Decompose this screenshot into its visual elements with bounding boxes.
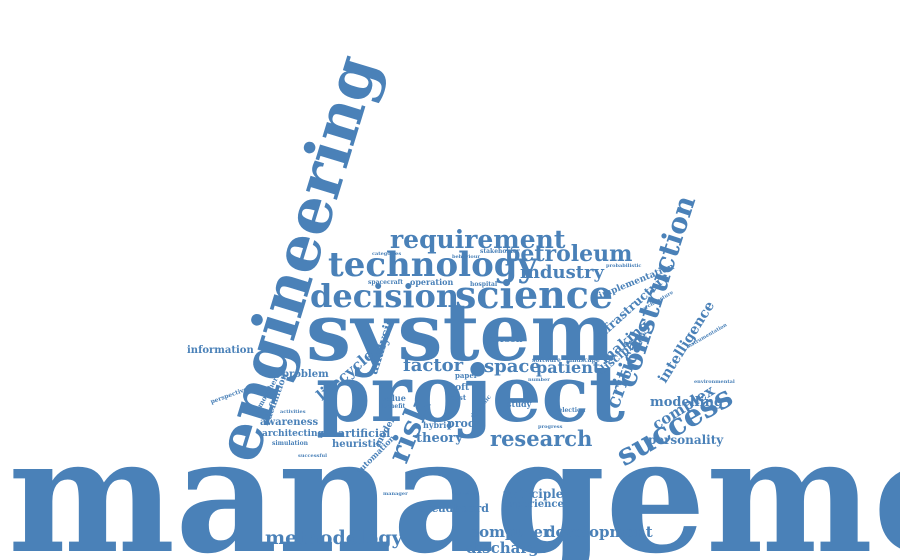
word-breadboard: breadboard (418, 502, 489, 515)
word-behaviour: behaviour (452, 254, 480, 260)
word-progress: progress (538, 424, 563, 430)
word-activities: activities (280, 409, 306, 415)
word-decision: decision (310, 277, 460, 315)
word-categories: categories (372, 251, 402, 257)
word-computer: computer (470, 523, 551, 541)
word-spacecraft: spacecraft (368, 279, 403, 286)
word-system: system (306, 285, 616, 379)
word-artificial: artificial (338, 427, 391, 440)
word-science: science (455, 272, 614, 317)
word-information: information (187, 345, 254, 356)
word-probabilistic: probabilistic (606, 263, 642, 269)
word-technology: technology (328, 245, 538, 285)
word-simulation: simulation (272, 440, 308, 447)
word-methodology: methodology (265, 527, 403, 549)
word-study: study (507, 399, 532, 409)
word-requirement: requirement (390, 225, 566, 254)
word-number: number (528, 377, 550, 383)
word-petroleum: petroleum (505, 241, 633, 267)
word-modelling: modelling (650, 395, 724, 410)
word-successful: successful (298, 453, 328, 459)
word-paper: paper (455, 371, 478, 380)
word-environmental: environmental (694, 379, 735, 385)
word-theory: theory (416, 431, 463, 446)
word-person: person (488, 335, 523, 345)
word-experience: experience (503, 499, 564, 510)
word-proc: proc (447, 417, 475, 430)
word-hospital: hospital (470, 281, 498, 288)
word-software: software (532, 357, 561, 364)
word-problem: problem (282, 369, 329, 380)
word-principle: principle (503, 487, 564, 501)
word-heuristic: heuristic (332, 439, 383, 450)
word-hybrid: hybrid (423, 420, 452, 430)
word-industry: industry (520, 262, 604, 283)
word-operation: operation (410, 277, 454, 287)
word-soft: soft (450, 383, 470, 393)
word-manager: manager (383, 491, 408, 497)
word-space: space (484, 356, 541, 377)
word-stakeholder: stakeholder (480, 248, 520, 255)
word-patient: patient (536, 358, 601, 377)
word-architecting: architecting (262, 429, 324, 439)
word-awareness: awareness (260, 417, 319, 428)
word-discharge: discharge (466, 539, 549, 557)
word-factor: factor (403, 355, 464, 376)
word-cost: cost (450, 393, 467, 402)
word-schedule: schedule (454, 491, 479, 497)
word-selection: selection (555, 407, 586, 414)
word-landscape: landscape (566, 357, 600, 364)
word-management: management (8, 404, 900, 560)
word-development: development (545, 523, 653, 541)
word-project: project (316, 349, 626, 440)
word-research: research (490, 426, 593, 451)
word-value: value (382, 393, 406, 403)
word-benefit: benefit (382, 403, 406, 410)
word-personality: personality (648, 433, 724, 447)
